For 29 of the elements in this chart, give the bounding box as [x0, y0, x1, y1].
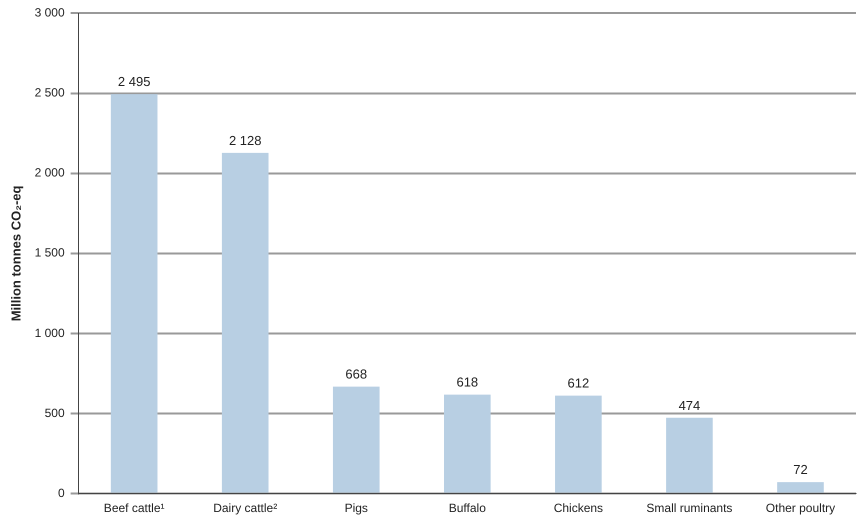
- x-tick-label: Dairy cattle²: [213, 501, 278, 516]
- bar: [666, 418, 713, 493]
- x-tick-label: Small ruminants: [646, 501, 732, 516]
- data-label: 612: [568, 376, 590, 391]
- bar: [555, 396, 602, 493]
- bar: [332, 386, 380, 493]
- bar: [777, 482, 824, 493]
- x-tick-label: Buffalo: [448, 501, 486, 516]
- y-tick-label: 2 000: [34, 166, 65, 180]
- y-tick-label: 0: [58, 486, 65, 500]
- x-tick-label: Chickens: [554, 501, 604, 516]
- data-label: 72: [793, 462, 808, 478]
- data-label: 2 495: [118, 74, 150, 90]
- y-tick-label: 1 500: [34, 246, 65, 260]
- y-axis-title: Million tonnes CO₂-eq: [8, 185, 24, 322]
- data-label: 2 128: [228, 132, 262, 148]
- x-tick-label: Other poultry: [766, 501, 836, 516]
- y-tick-label: 500: [44, 406, 65, 420]
- x-tick-label: Pigs: [344, 501, 368, 516]
- y-tick-label: 1 000: [34, 326, 65, 340]
- bar: [444, 394, 491, 493]
- bar: [110, 94, 158, 493]
- data-label: 474: [678, 398, 700, 413]
- x-tick-label: Beef cattle¹: [104, 501, 165, 516]
- data-label: 668: [345, 366, 368, 382]
- bar: [222, 152, 269, 493]
- y-tick-label: 3 000: [34, 6, 65, 20]
- y-tick-label: 2 500: [34, 86, 65, 100]
- data-label: 618: [456, 374, 478, 390]
